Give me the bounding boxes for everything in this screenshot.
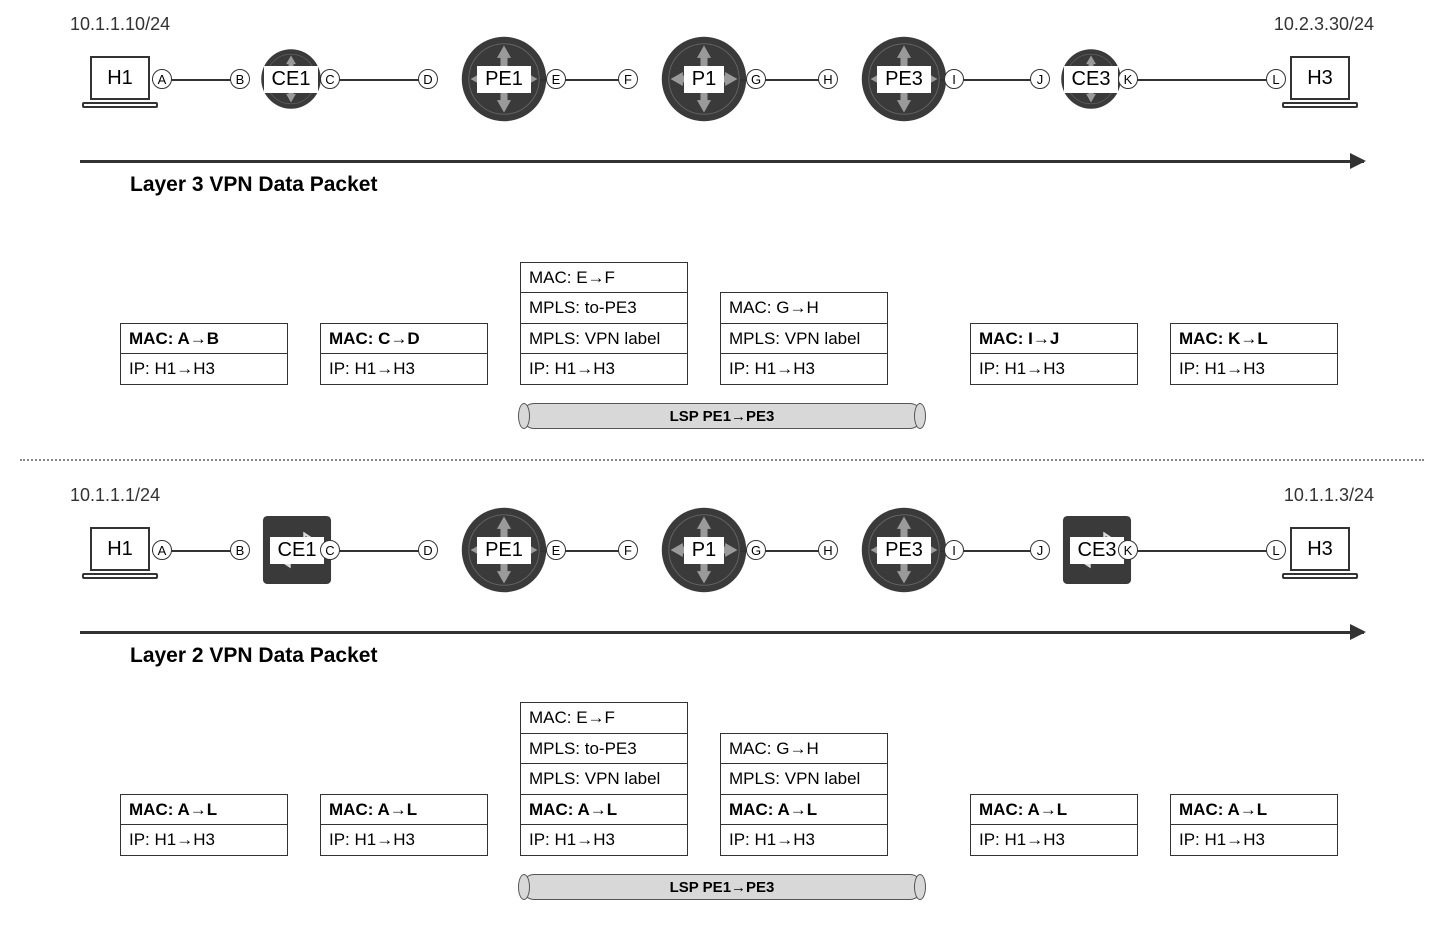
packet-stack-5: MAC: K→LIP: H1→H3 [1170, 323, 1338, 386]
port-c: C [320, 540, 340, 560]
port-j: J [1030, 540, 1050, 560]
packet-cell: IP: H1→H3 [320, 824, 488, 856]
port-b: B [230, 540, 250, 560]
packet-stack-1: MAC: C→DIP: H1→H3 [320, 323, 488, 386]
packet-row: MAC: A→LIP: H1→H3MAC: A→LIP: H1→H3MAC: E… [60, 686, 1384, 856]
packet-cell: MPLS: VPN label [720, 323, 888, 355]
port-d: D [418, 69, 438, 89]
packet-cell: MPLS: to-PE3 [520, 292, 688, 324]
device-pe1: PE1 [460, 35, 548, 123]
port-g: G [746, 69, 766, 89]
packet-stack-5: MAC: A→LIP: H1→H3 [1170, 794, 1338, 857]
packet-cell: IP: H1→H3 [120, 824, 288, 856]
port-i: I [944, 69, 964, 89]
port-a: A [152, 69, 172, 89]
packet-stack-0: MAC: A→LIP: H1→H3 [120, 794, 288, 857]
lsp-tube: LSP PE1→PE3 [522, 874, 922, 900]
packet-stack-3: MAC: G→HMPLS: VPN labelIP: H1→H3 [720, 292, 888, 385]
port-l: L [1266, 540, 1286, 560]
device-p1: P1 [660, 35, 748, 123]
packet-cell: IP: H1→H3 [720, 824, 888, 856]
port-d: D [418, 540, 438, 560]
packet-cell: MPLS: VPN label [520, 763, 688, 795]
topology: H1 CE1 PE1 P1 PE3 [60, 20, 1384, 140]
lsp-tube: LSP PE1→PE3 [522, 403, 922, 429]
host-h3: H3 [1290, 56, 1350, 100]
port-f: F [618, 540, 638, 560]
packet-cell: IP: H1→H3 [320, 353, 488, 385]
device-pe1: PE1 [460, 506, 548, 594]
port-c: C [320, 69, 340, 89]
packet-cell: MAC: A→L [970, 794, 1138, 826]
packet-cell: IP: H1→H3 [970, 824, 1138, 856]
packet-cell: MAC: A→L [120, 794, 288, 826]
packet-stack-2: MAC: E→FMPLS: to-PE3MPLS: VPN labelMAC: … [520, 702, 688, 856]
port-e: E [546, 69, 566, 89]
packet-cell: IP: H1→H3 [970, 353, 1138, 385]
packet-stack-4: MAC: I→JIP: H1→H3 [970, 323, 1138, 386]
packet-cell: MAC: A→L [320, 794, 488, 826]
packet-stack-1: MAC: A→LIP: H1→H3 [320, 794, 488, 857]
device-p1: P1 [660, 506, 748, 594]
packet-cell: MAC: I→J [970, 323, 1138, 355]
packet-stack-0: MAC: A→BIP: H1→H3 [120, 323, 288, 386]
packet-row: MAC: A→BIP: H1→H3MAC: C→DIP: H1→H3MAC: E… [60, 215, 1384, 385]
packet-cell: MPLS: VPN label [720, 763, 888, 795]
packet-cell: IP: H1→H3 [120, 353, 288, 385]
packet-stack-3: MAC: G→HMPLS: VPN labelMAC: A→LIP: H1→H3 [720, 733, 888, 857]
packet-stack-2: MAC: E→FMPLS: to-PE3MPLS: VPN labelIP: H… [520, 262, 688, 386]
port-i: I [944, 540, 964, 560]
section-title: Layer 3 VPN Data Packet [130, 173, 1424, 197]
packet-cell: IP: H1→H3 [520, 824, 688, 856]
section-1: 10.1.1.1/2410.1.1.3/24 H1 CE1 PE1 P1 PE3 [20, 491, 1424, 900]
port-l: L [1266, 69, 1286, 89]
packet-cell: MAC: A→L [1170, 794, 1338, 826]
device-pe3: PE3 [860, 506, 948, 594]
packet-cell: MAC: E→F [520, 702, 688, 734]
packet-cell: MAC: A→L [720, 794, 888, 826]
device-ce1: CE1 [260, 48, 322, 110]
packet-cell: MAC: G→H [720, 292, 888, 324]
port-e: E [546, 540, 566, 560]
host-h1: H1 [90, 527, 150, 571]
packet-cell: MAC: K→L [1170, 323, 1338, 355]
section-divider [20, 459, 1424, 461]
topology: H1 CE1 PE1 P1 PE3 CE3 H3ABCDEFGHIJK [60, 491, 1384, 611]
packet-cell: MPLS: VPN label [520, 323, 688, 355]
port-g: G [746, 540, 766, 560]
packet-cell: MAC: E→F [520, 262, 688, 294]
port-b: B [230, 69, 250, 89]
packet-cell: IP: H1→H3 [720, 353, 888, 385]
host-h3: H3 [1290, 527, 1350, 571]
port-a: A [152, 540, 172, 560]
port-h: H [818, 69, 838, 89]
packet-cell: IP: H1→H3 [1170, 353, 1338, 385]
packet-stack-4: MAC: A→LIP: H1→H3 [970, 794, 1138, 857]
port-k: K [1118, 540, 1138, 560]
packet-cell: IP: H1→H3 [520, 353, 688, 385]
flow-arrow [80, 631, 1364, 634]
link [1118, 550, 1278, 552]
link [1118, 79, 1278, 81]
device-pe3: PE3 [860, 35, 948, 123]
device-ce3: CE3 [1060, 48, 1122, 110]
host-h1: H1 [90, 56, 150, 100]
port-j: J [1030, 69, 1050, 89]
port-h: H [818, 540, 838, 560]
port-k: K [1118, 69, 1138, 89]
packet-cell: MAC: C→D [320, 323, 488, 355]
packet-cell: IP: H1→H3 [1170, 824, 1338, 856]
port-f: F [618, 69, 638, 89]
section-title: Layer 2 VPN Data Packet [130, 644, 1424, 668]
flow-arrow [80, 160, 1364, 163]
packet-cell: MPLS: to-PE3 [520, 733, 688, 765]
packet-cell: MAC: A→L [520, 794, 688, 826]
section-0: 10.1.1.10/2410.2.3.30/24 H1 CE1 PE1 P1 P… [20, 20, 1424, 429]
packet-cell: MAC: G→H [720, 733, 888, 765]
packet-cell: MAC: A→B [120, 323, 288, 355]
